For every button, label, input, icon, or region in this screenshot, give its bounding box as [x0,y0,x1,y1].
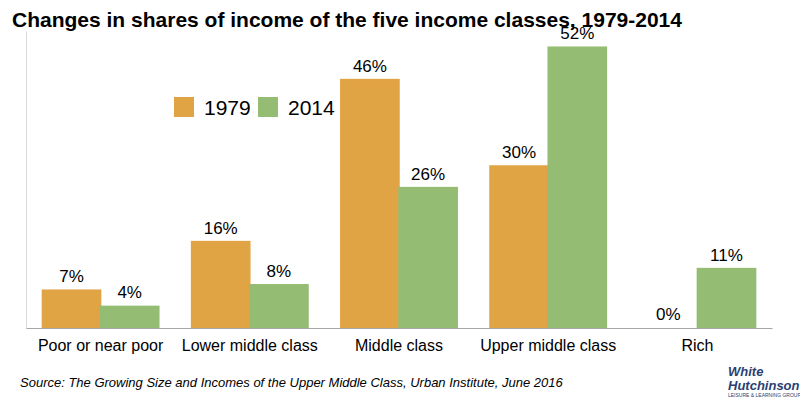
x-tick: Lower middle class [182,337,318,354]
x-tick-label: Poor or near poor [38,337,164,354]
x-tick-label: Rich [681,337,713,354]
legend-label: 2014 [288,96,335,119]
data-label: 7% [59,267,84,286]
x-tick-label: Middle class [355,337,443,354]
logo-text: Hutchinson [728,378,800,393]
bars [42,47,755,328]
bar [490,166,548,328]
legend: 1979 2014 [174,96,335,119]
data-label: 16% [204,219,238,238]
data-label: 30% [502,143,536,162]
bar [697,269,755,328]
bar [101,306,159,328]
bar [639,327,697,328]
bar [192,242,250,328]
data-label: 46% [353,57,387,76]
bar [548,47,606,328]
x-tick: Middle class [355,337,443,354]
source: Source: The Growing Size and Incomes of … [20,375,563,390]
x-tick: Poor or near poor [38,337,164,354]
x-tick-label: Upper middle class [480,337,616,354]
legend-item: 1979 [174,96,251,119]
x-tick-label: Lower middle class [182,337,318,354]
data-label: 52% [560,24,594,43]
data-label: 0% [656,305,681,324]
data-labels: 7% 16% 46% 30% 0% 4% 8% 26% 52% 11% [59,24,743,324]
legend-item: 2014 [258,96,335,119]
data-label: 8% [267,262,292,281]
bar [250,285,308,328]
legend-label: 1979 [204,96,251,119]
data-label: 11% [710,246,743,265]
data-label: 4% [117,283,142,302]
bar [42,290,100,328]
y-axis-line [26,32,27,329]
x-tick: Rich [681,337,713,354]
legend-swatch [174,97,194,117]
data-label: 26% [411,165,445,184]
bar [399,188,457,328]
x-axis: Poor or near poor Lower middle class Middl… [27,329,773,355]
x-tick: Upper middle class [480,337,616,354]
x-axis-line [27,328,773,329]
logo: WhiteHutchinsonLEISURE & LEARNING GROUP [728,364,800,398]
y-axis [26,32,27,329]
logo-text: White [728,364,763,379]
legend-swatch [258,97,278,117]
chart: Changes in shares of income of the five … [0,0,800,401]
logo-text: LEISURE & LEARNING GROUP [728,392,800,398]
bar [341,80,399,328]
